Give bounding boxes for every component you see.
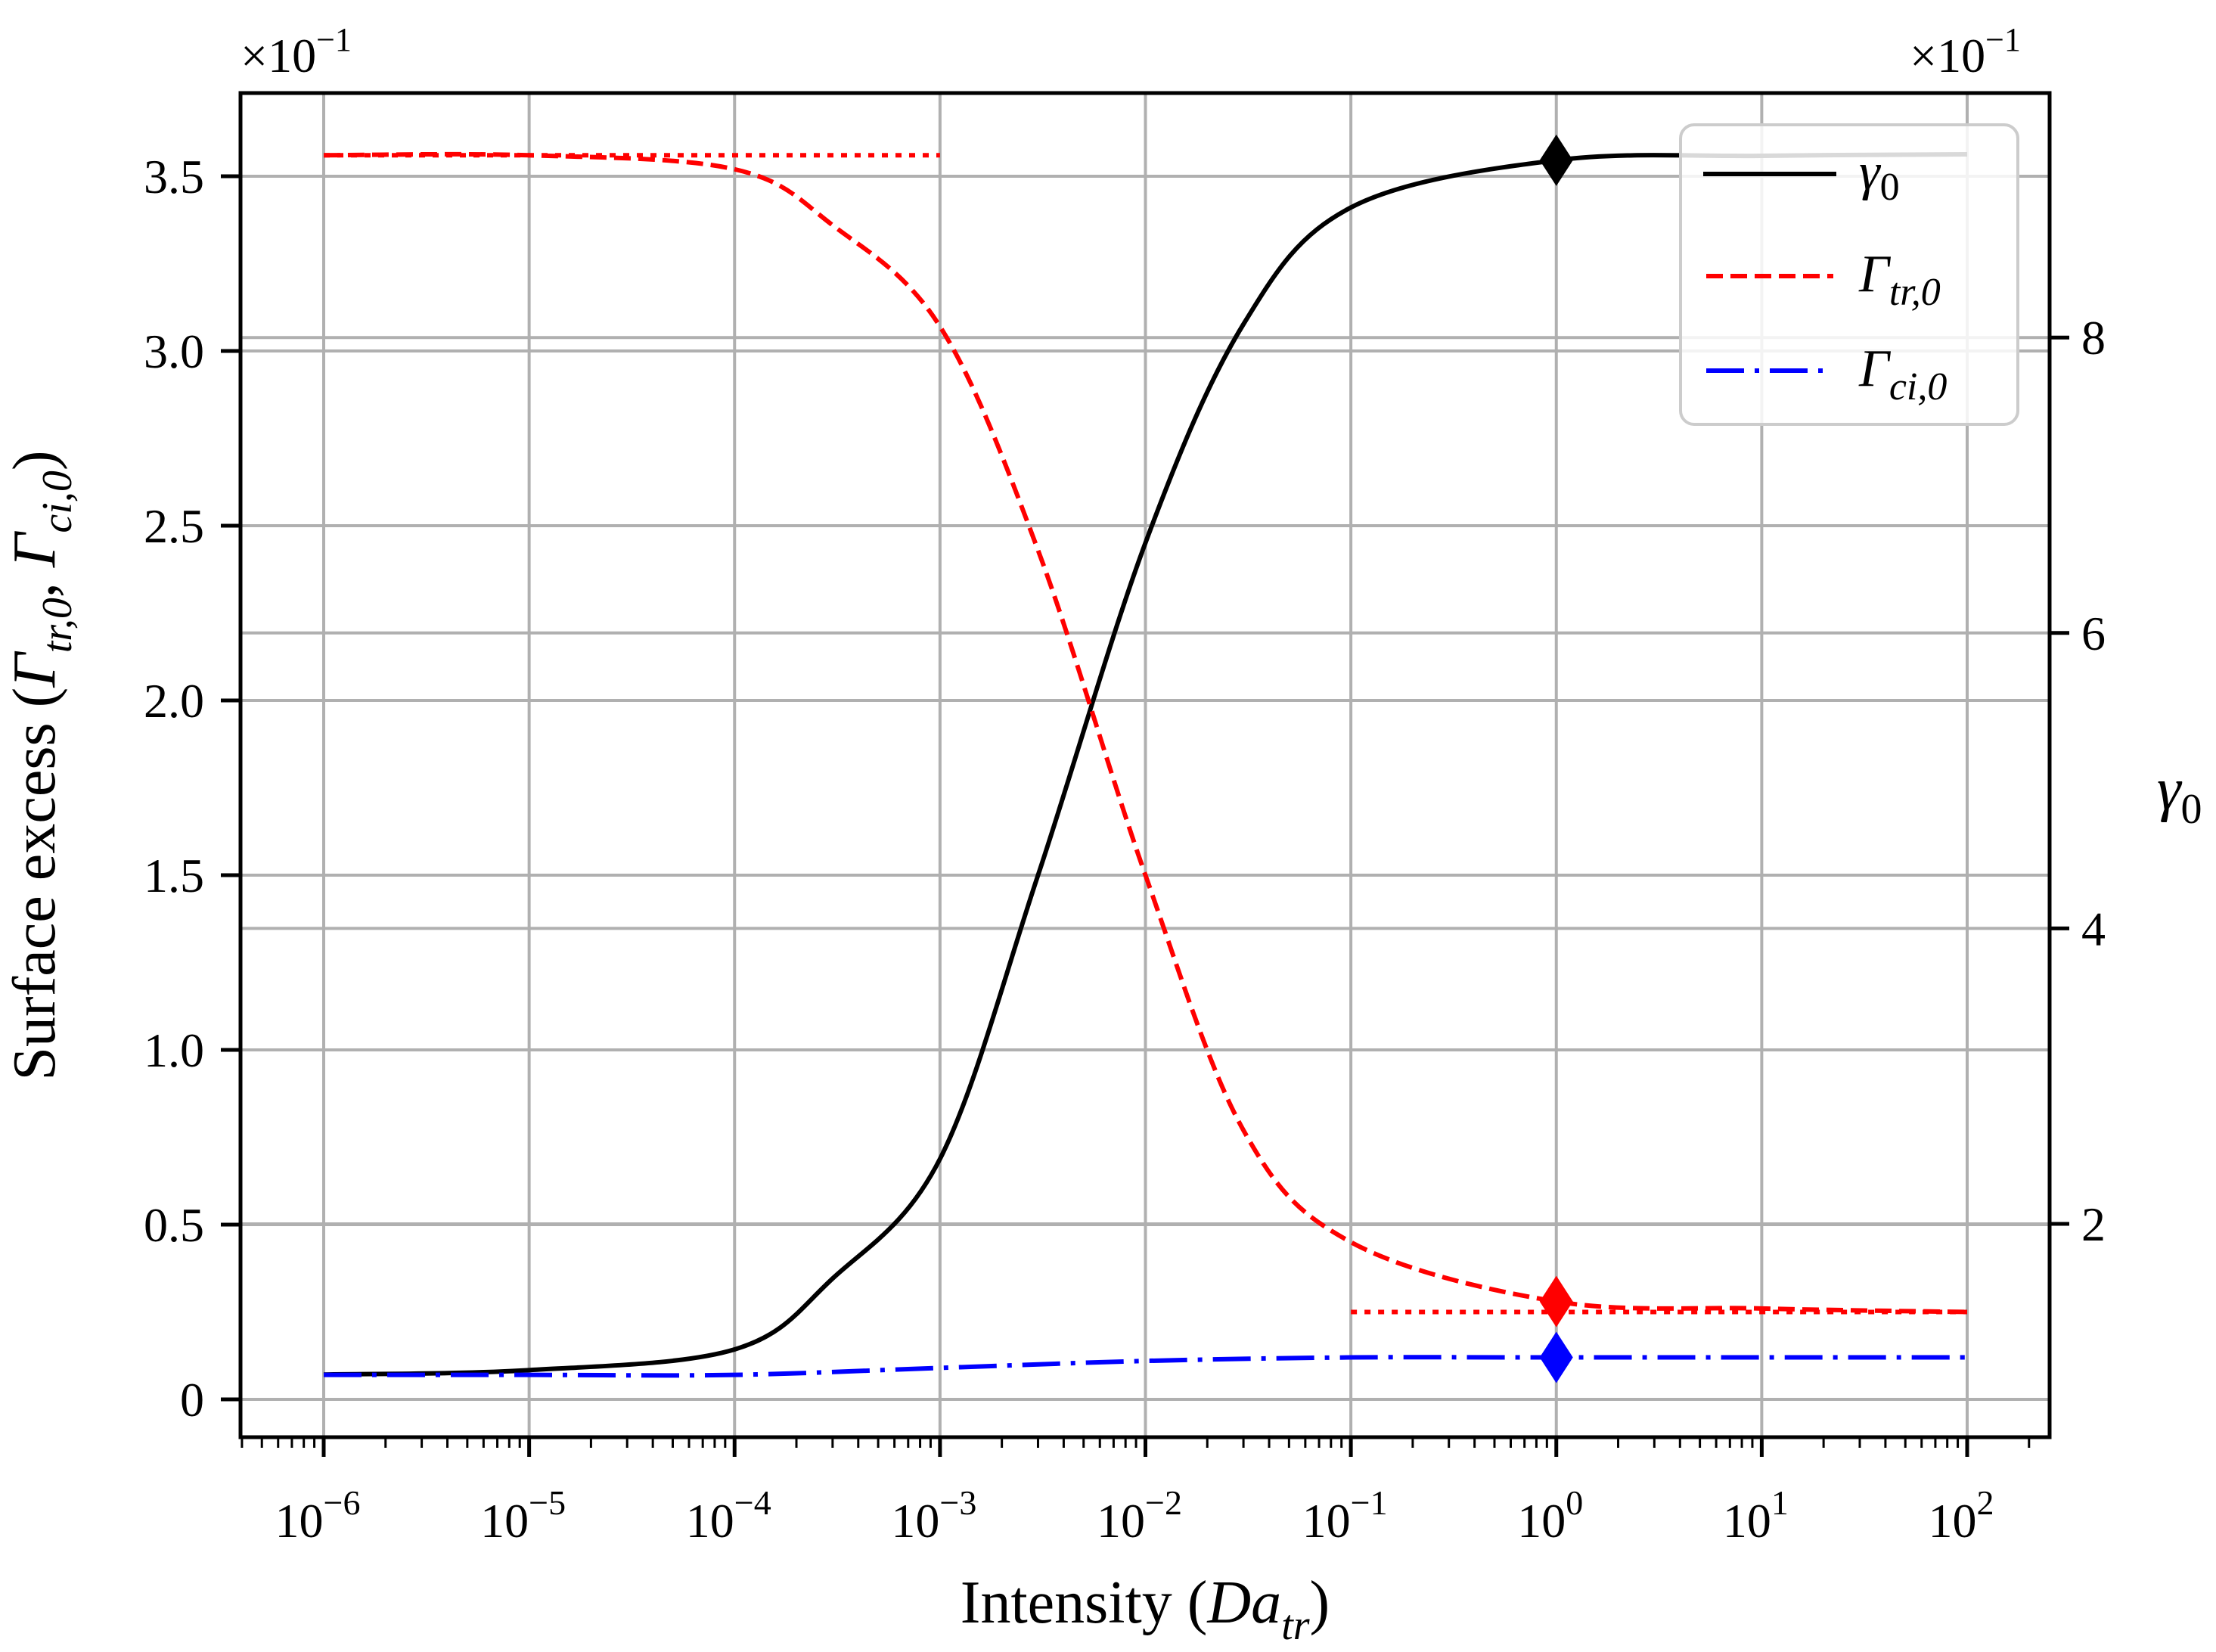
y-right-tick-label: 6 xyxy=(2081,607,2106,660)
legend-label-gamma0: γ0 xyxy=(1859,143,1900,209)
y-tick-label: 1.5 xyxy=(144,849,204,902)
legend-box xyxy=(1679,123,2019,426)
x-tick-labels: 10−6 10−5 10−4 10−3 10−2 10−1 100 101 102 xyxy=(275,1483,1994,1548)
x-tick-label: 10−5 xyxy=(480,1483,566,1548)
y-tick-label: 2.5 xyxy=(144,499,204,553)
y-tick-label: 0.5 xyxy=(144,1198,204,1252)
x-tick-label: 10−2 xyxy=(1097,1483,1182,1548)
y-tick-labels: 0 0.5 1.0 1.5 2.0 2.5 3.0 3.5 xyxy=(144,150,204,1427)
y-tick-label: 3.5 xyxy=(144,150,204,203)
diamond-marker-icon xyxy=(1539,1331,1573,1383)
series-line-solid xyxy=(323,152,1968,1377)
x-tick-label: 102 xyxy=(1929,1483,1994,1548)
y-right-axis-label: γ0 xyxy=(2157,756,2202,833)
x-axis-label: Intensity (Datr) xyxy=(961,1570,1330,1649)
series-line-dashdot xyxy=(323,1355,1967,1378)
y-right-tick-label: 8 xyxy=(2081,311,2106,365)
y-tick-label: 0 xyxy=(180,1373,204,1427)
x-tick-label: 10−3 xyxy=(891,1483,976,1548)
legend: γ0 Γtr,0 Γci,0 xyxy=(1679,123,2019,426)
axis-ticks xyxy=(221,174,2069,1457)
x-tick-label: 101 xyxy=(1723,1483,1789,1548)
diamond-marker-icon xyxy=(1539,1275,1573,1328)
y-axis-label: Surface excess (Γtr,0, Γci,0) xyxy=(2,451,81,1081)
legend-label-gamma-tr0: Γtr,0 xyxy=(1858,245,1941,314)
legend-item-gamma0: γ0 xyxy=(1703,143,1900,209)
left-axis-multiplier: ×10−1 xyxy=(241,21,352,82)
diamond-marker-icon xyxy=(1539,134,1573,186)
y-right-tick-label: 4 xyxy=(2081,902,2106,955)
x-tick-label: 10−1 xyxy=(1302,1483,1388,1548)
series-layer xyxy=(323,134,1968,1383)
legend-item-gamma-ci0: Γci,0 xyxy=(1706,340,1947,408)
right-axis-multiplier: ×10−1 xyxy=(1910,21,2021,82)
y-tick-label: 1.0 xyxy=(144,1023,204,1077)
y-tick-label: 3.0 xyxy=(144,324,204,378)
legend-item-gamma-tr0: Γtr,0 xyxy=(1706,245,1941,314)
y-tick-label: 2.0 xyxy=(144,674,204,728)
x-tick-label: 10−4 xyxy=(686,1483,771,1548)
x-tick-label: 10−6 xyxy=(275,1483,361,1548)
x-tick-label: 100 xyxy=(1517,1483,1583,1548)
series-line-dashed xyxy=(323,151,1968,1315)
y-right-tick-label: 2 xyxy=(2081,1197,2106,1251)
y-right-tick-labels: 2 4 6 8 xyxy=(2081,311,2106,1251)
legend-label-gamma-ci0: Γci,0 xyxy=(1858,340,1947,408)
